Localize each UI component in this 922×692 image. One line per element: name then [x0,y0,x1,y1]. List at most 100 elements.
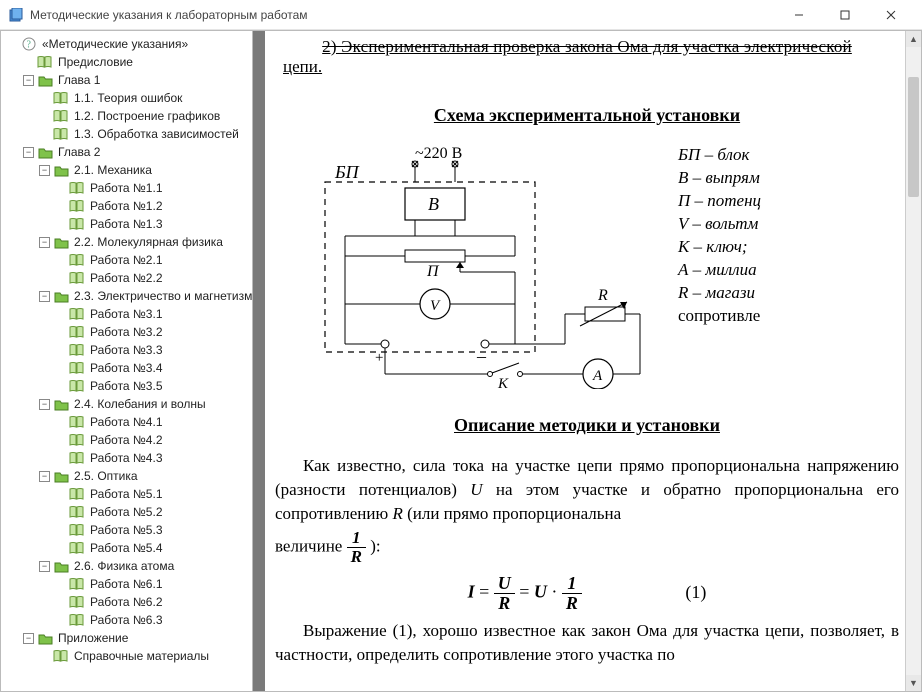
tree-item-label: Работа №5.1 [88,487,165,501]
tree-item-2-6-icon [53,559,69,573]
circuit-diagram: БП ~220 В В [315,144,660,389]
paragraph-1b: величине 1R ): [275,529,899,566]
diagram-legend: БП – блок В – выпрям П – потенц V – воль… [678,144,761,389]
heading-method: Описание методики и установки [275,415,899,436]
tree-item-w33[interactable]: Работа №3.3 [55,341,250,359]
tree-item-w53[interactable]: Работа №5.3 [55,521,250,539]
tree-item-2-4[interactable]: −2.4. Колебания и волны [39,395,250,413]
tree-item-label: Работа №3.3 [88,343,165,357]
tree-item-2-3[interactable]: − 2.3. Электричество и магнетизм [39,287,250,305]
tree-item-w51[interactable]: Работа №5.1 [55,485,250,503]
tree-item-w11[interactable]: Работа №1.1 [55,179,250,197]
label-plus: + [375,350,383,366]
tree-item-w43[interactable]: Работа №4.3 [55,449,250,467]
tree-item-w52[interactable]: Работа №5.2 [55,503,250,521]
document-page: 2) Экспериментальная проверка закона Ома… [265,31,909,691]
maximize-button[interactable] [822,0,868,30]
label-P: П [426,263,440,280]
tree-item-label: Работа №4.1 [88,415,165,429]
tree-root-item-icon: ? [21,37,37,51]
tree-item-label: Работа №3.4 [88,361,165,375]
tree-expander[interactable]: − [39,471,50,482]
label-K: K [497,376,509,389]
svg-text:?: ? [27,40,32,51]
vertical-scrollbar[interactable]: ▲ ▼ [905,31,921,691]
tree-item-2-5[interactable]: − 2.5. Оптика [39,467,250,485]
tree-item-w35[interactable]: Работа №3.5 [55,377,250,395]
tree-item-2-1[interactable]: −2.1. Механика [39,161,250,179]
tree-item-label: Глава 1 [56,73,102,87]
tree-item-w61[interactable]: Работа №6.1 [55,575,250,593]
tree-item-w22[interactable]: Работа №2.2 [55,269,250,287]
tree-item-label: Работа №4.3 [88,451,165,465]
tree-item-label: Работа №1.3 [88,217,165,231]
tree-item-label: Работа №1.1 [88,181,165,195]
minimize-button[interactable] [776,0,822,30]
tree-item-1-3[interactable]: 1.3. Обработка зависимостей [39,125,250,143]
scroll-thumb[interactable] [908,77,919,197]
tree-item-w53-icon [69,523,85,537]
tree-item-w61-icon [69,577,85,591]
tree-expander[interactable]: − [39,237,50,248]
tree-item-label: 2.3. Электричество и магнетизм [72,289,253,303]
scroll-track[interactable] [906,47,921,675]
tree-item-refs[interactable]: Справочные материалы [39,647,250,665]
tree-item-refs-icon [53,649,69,663]
tree-item-2-2[interactable]: − 2.2. Молекулярная физика [39,233,250,251]
tree-item-w62[interactable]: Работа №6.2 [55,593,250,611]
tree-item-1-1[interactable]: 1.1. Теория ошибок [39,89,250,107]
tree-item-w22-icon [69,271,85,285]
tree-item-w63[interactable]: Работа №6.3 [55,611,250,629]
scroll-up-button[interactable]: ▲ [906,31,921,47]
tree-expander[interactable]: − [23,147,34,158]
tree-item-w31[interactable]: Работа №3.1 [55,305,250,323]
tree-item-2-5-icon [53,469,69,483]
tree-item-label: 1.3. Обработка зависимостей [72,127,241,141]
tree-item-label: Работа №5.2 [88,505,165,519]
content-viewer: 2) Экспериментальная проверка закона Ома… [253,31,921,691]
label-220v: ~220 В [415,145,462,162]
diagram-row: БП ~220 В В [275,144,899,389]
tree-item-w32[interactable]: Работа №3.2 [55,323,250,341]
tree-item-label: Работа №2.1 [88,253,165,267]
tree-item-w11-icon [69,181,85,195]
tree-item-w34[interactable]: Работа №3.4 [55,359,250,377]
tree-item-ch2[interactable]: −Глава 2 [23,143,250,161]
tree-item-label: 2.6. Физика атома [72,559,176,573]
label-B: В [428,194,439,214]
tree-item-2-2-icon [53,235,69,249]
close-button[interactable] [868,0,914,30]
tree-item-2-3-icon [53,289,69,303]
cut-text-line2: цепи. [275,57,899,77]
scroll-down-button[interactable]: ▼ [906,675,921,691]
tree-item-w13[interactable]: Работа №1.3 [55,215,250,233]
tree-item-label: 1.1. Теория ошибок [72,91,184,105]
tree-item-1-2-icon [53,109,69,123]
tree-item-w54[interactable]: Работа №5.4 [55,539,250,557]
tree-item-w12[interactable]: Работа №1.2 [55,197,250,215]
tree-expander[interactable]: − [23,75,34,86]
tree-item-appendix-icon [37,631,53,645]
tree-item-label: 2.5. Оптика [72,469,140,483]
tree-expander[interactable]: − [39,291,50,302]
tree-expander[interactable]: − [23,633,34,644]
tree-root-item[interactable]: ?«Методические указания» [7,35,250,53]
tree-item-w42[interactable]: Работа №4.2 [55,431,250,449]
tree-expander[interactable]: − [39,399,50,410]
tree-item-preface[interactable]: Предисловие [23,53,250,71]
tree-item-ch1[interactable]: − Глава 1 [23,71,250,89]
tree-item-w41[interactable]: Работа №4.1 [55,413,250,431]
tree-item-w21[interactable]: Работа №2.1 [55,251,250,269]
tree-item-appendix[interactable]: −Приложение [23,629,250,647]
tree-item-2-6[interactable]: − 2.6. Физика атома [39,557,250,575]
toc-sidebar[interactable]: ?«Методические указания» Предисловие −Гл… [1,31,253,691]
tree-item-label: Работа №3.2 [88,325,165,339]
tree-item-w21-icon [69,253,85,267]
tree-item-label: 2.2. Молекулярная физика [72,235,225,249]
tree-item-w51-icon [69,487,85,501]
tree-item-label: Работа №3.5 [88,379,165,393]
app-body: ?«Методические указания» Предисловие −Гл… [0,30,922,692]
tree-expander[interactable]: − [39,561,50,572]
tree-item-1-2[interactable]: 1.2. Построение графиков [39,107,250,125]
tree-expander[interactable]: − [39,165,50,176]
